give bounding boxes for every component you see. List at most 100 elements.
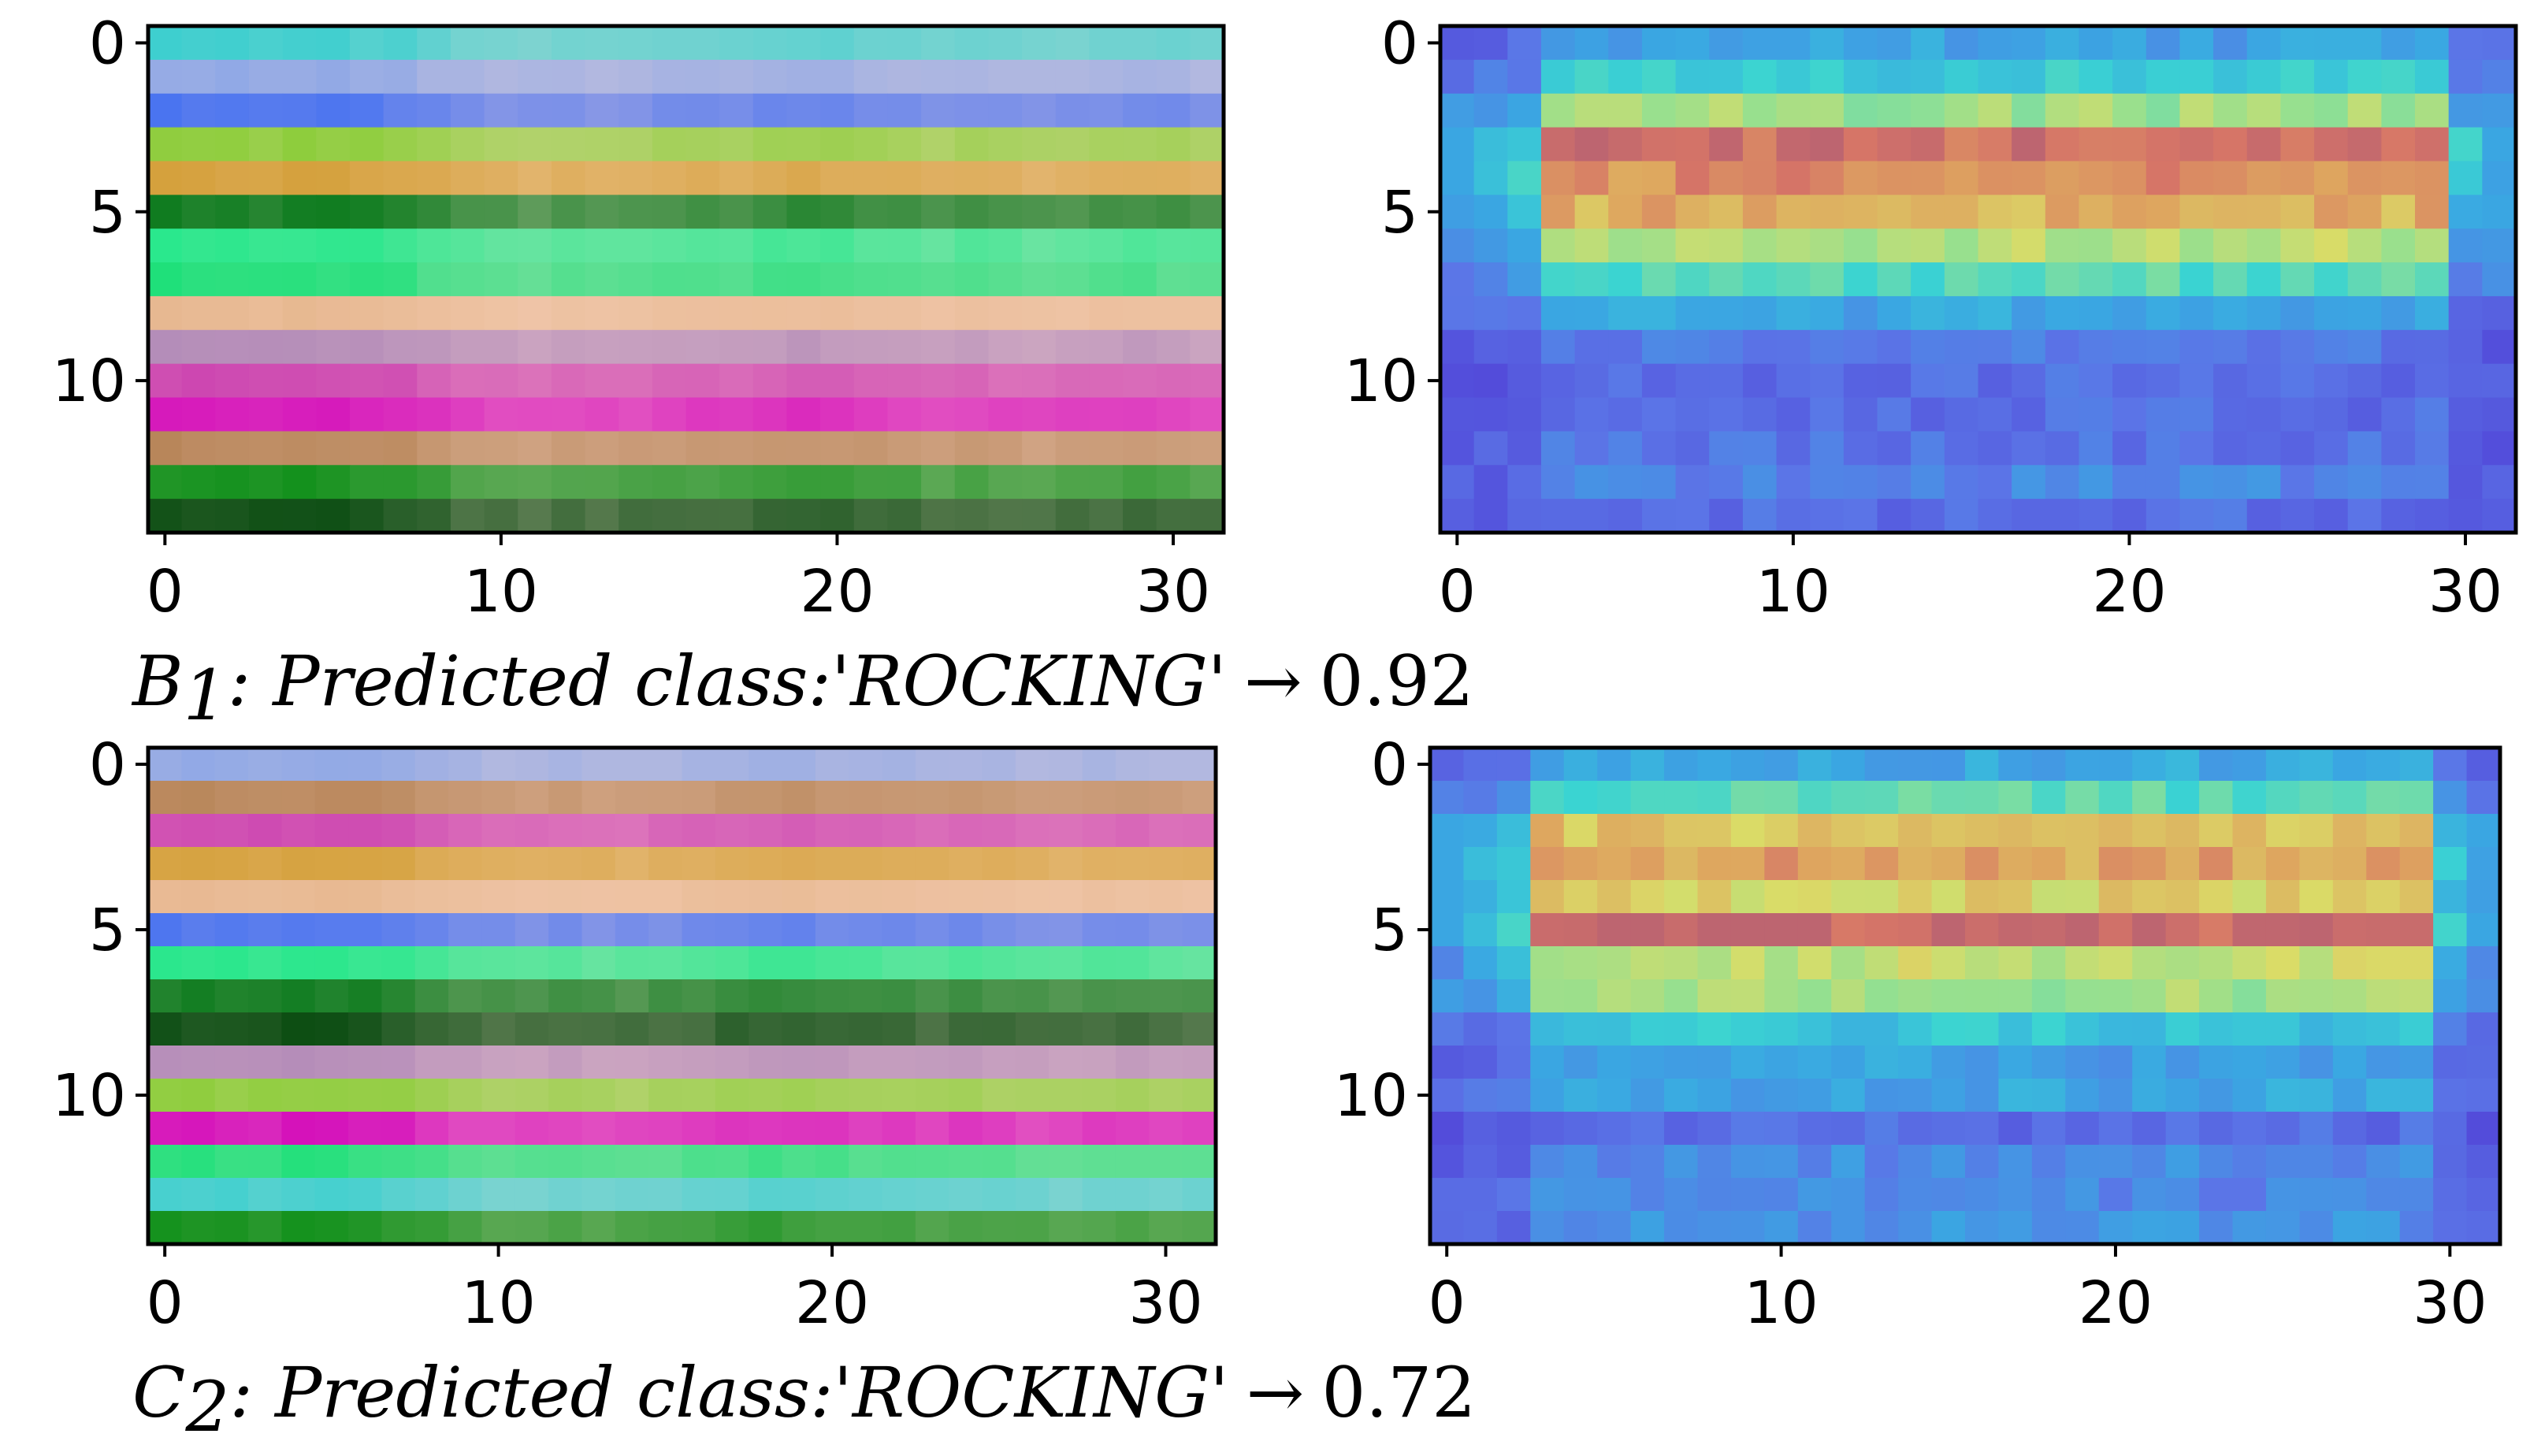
heatmap-cell (1015, 946, 1050, 980)
heatmap-cell (1089, 93, 1124, 128)
heatmap-cell (648, 1178, 683, 1212)
heatmap-cell (2132, 748, 2167, 782)
heatmap-cell (1123, 329, 1157, 365)
heatmap-cell (1965, 1012, 2000, 1046)
heatmap-cell (585, 499, 619, 533)
heatmap-cell (281, 1112, 316, 1146)
heatmap-cell (281, 748, 316, 782)
heatmap-cell (1190, 195, 1224, 229)
heatmap-cell (348, 814, 382, 848)
heatmap-cell (1597, 979, 1632, 1013)
heatmap-cell (1810, 465, 1845, 500)
heatmap-cell (316, 262, 351, 297)
heatmap-cell (849, 814, 883, 848)
heatmap-cell (849, 946, 883, 980)
heatmap-cell (1831, 1112, 1866, 1146)
heatmap-cell (2366, 979, 2401, 1013)
heatmap-cell (752, 431, 788, 466)
heatmap-cell (2280, 228, 2315, 263)
heatmap-cell (481, 748, 516, 782)
heatmap-cell (214, 1046, 249, 1079)
heatmap-cell (1877, 59, 1911, 95)
heatmap-cell (1664, 748, 1699, 782)
heatmap-cell (1473, 329, 1508, 365)
heatmap-cell (2065, 1178, 2100, 1212)
heatmap-cell (1931, 1211, 1966, 1245)
heatmap-cell (1911, 363, 1945, 399)
heatmap-cell (481, 781, 516, 815)
heatmap-cell (2232, 913, 2267, 947)
heatmap-cell (815, 979, 849, 1013)
x-tick-label: 30 (1128, 1269, 1202, 1337)
heatmap-cell (1123, 127, 1157, 162)
heatmap-cell (1675, 499, 1710, 533)
heatmap-cell (982, 1178, 1016, 1212)
heatmap-cell (2381, 161, 2416, 195)
heatmap-cell (1540, 195, 1576, 229)
heatmap-cell (682, 1211, 716, 1245)
heatmap-cell (2381, 295, 2416, 331)
heatmap-cell (181, 814, 216, 848)
heatmap-cell (548, 1012, 583, 1046)
heatmap-cell (1015, 1112, 1050, 1146)
heatmap-cell (1877, 295, 1911, 331)
heatmap-cell (685, 431, 720, 466)
heatmap-cell (1574, 465, 1609, 500)
heatmap-cell (1742, 465, 1778, 500)
heatmap-cell (2232, 880, 2267, 914)
heatmap-cell (2112, 59, 2147, 95)
heatmap-cell (1608, 161, 1643, 195)
y-tick-label: 5 (89, 179, 126, 247)
heatmap-cell (581, 814, 616, 848)
heatmap-cell (1965, 847, 2000, 881)
heatmap-cell (548, 781, 583, 815)
heatmap-cell (2265, 1079, 2300, 1112)
heatmap-cell (2132, 1046, 2167, 1079)
heatmap-cell (1115, 847, 1150, 881)
heatmap-cell (786, 161, 821, 195)
heatmap-cell (1015, 748, 1050, 782)
heatmap-cell (2246, 465, 2282, 500)
heatmap-cell (1115, 979, 1150, 1013)
heatmap-cell (1911, 195, 1945, 229)
heatmap-cell (2466, 1012, 2501, 1046)
heatmap-cell (2399, 880, 2434, 914)
heatmap-cell (417, 228, 451, 263)
heatmap-cell (1944, 431, 1979, 466)
heatmap-cell (2246, 59, 2282, 95)
heatmap-cell (2299, 1012, 2334, 1046)
heatmap-cell (1049, 1046, 1083, 1079)
heatmap-cell (1776, 363, 1811, 399)
heatmap-cell (181, 195, 216, 229)
heatmap-cell (1055, 363, 1090, 399)
heatmap-cell (2415, 195, 2450, 229)
heatmap-cell (2265, 1012, 2300, 1046)
heatmap-cell (414, 1012, 449, 1046)
heatmap-cell (1944, 363, 1979, 399)
heatmap-cell (1898, 814, 1933, 848)
heatmap-cell (915, 1012, 949, 1046)
heatmap-cell (2112, 195, 2147, 229)
heatmap-cell (1730, 847, 1765, 881)
heatmap-cell (1776, 228, 1811, 263)
heatmap-cell (2165, 913, 2200, 947)
heatmap-cell (786, 499, 821, 533)
heatmap-cell (2280, 363, 2315, 399)
heatmap-cell (719, 499, 754, 533)
heatmap-cell (1597, 1012, 1632, 1046)
heatmap-cell (1911, 93, 1945, 128)
heatmap-cell (2366, 1145, 2401, 1179)
heatmap-cell (954, 127, 990, 162)
heatmap-cell (1776, 59, 1811, 95)
heatmap-cell (181, 1079, 216, 1112)
heatmap-cell (1574, 59, 1609, 95)
heatmap-cell (1123, 26, 1157, 61)
heatmap-cell (2112, 127, 2147, 162)
heatmap-cell (448, 814, 483, 848)
heatmap-cell (2466, 748, 2501, 782)
heatmap-cell (2265, 847, 2300, 881)
heatmap-cell (314, 781, 349, 815)
heatmap-cell (1190, 127, 1224, 162)
heatmap-cell (2399, 1012, 2434, 1046)
heatmap-cell (248, 161, 284, 195)
